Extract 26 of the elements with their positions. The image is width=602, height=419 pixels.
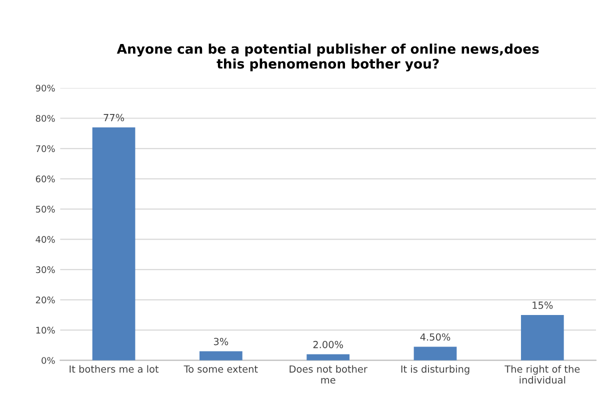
y-tick-label: 40% — [36, 236, 55, 243]
y-tick-label: 80% — [36, 114, 55, 122]
y-tick-label: 0% — [42, 357, 55, 364]
bar — [200, 351, 242, 360]
bar — [92, 127, 136, 360]
x-tick-label: It bothers me a lot — [70, 365, 159, 373]
y-tick-label: 30% — [36, 266, 55, 274]
x-tick-label: To some extent — [184, 366, 258, 373]
y-tick-label: 20% — [36, 296, 55, 304]
y-tick-label: 10% — [36, 326, 55, 334]
bar — [306, 354, 350, 360]
data-label: 15% — [532, 302, 553, 309]
x-tick-label: It is disturbing — [401, 365, 470, 375]
y-tick-label: 60% — [36, 176, 55, 182]
y-tick-label: 90% — [36, 84, 55, 92]
chart-title: Anyone can be a potential publisher of online news,does this phenomenon bother you? — [116, 44, 539, 72]
data-label: 77% — [104, 114, 124, 122]
data-label: 3% — [214, 338, 228, 346]
x-tick-label: The right of the individual — [504, 365, 580, 384]
y-tick-label: 50% — [36, 206, 55, 213]
bar — [414, 346, 457, 360]
data-label: 4.50% — [420, 333, 450, 341]
data-label: 2.00% — [313, 340, 343, 348]
y-tick-label: 70% — [36, 145, 55, 152]
bar — [520, 314, 564, 360]
x-tick-label: Does not bother me — [290, 365, 368, 384]
